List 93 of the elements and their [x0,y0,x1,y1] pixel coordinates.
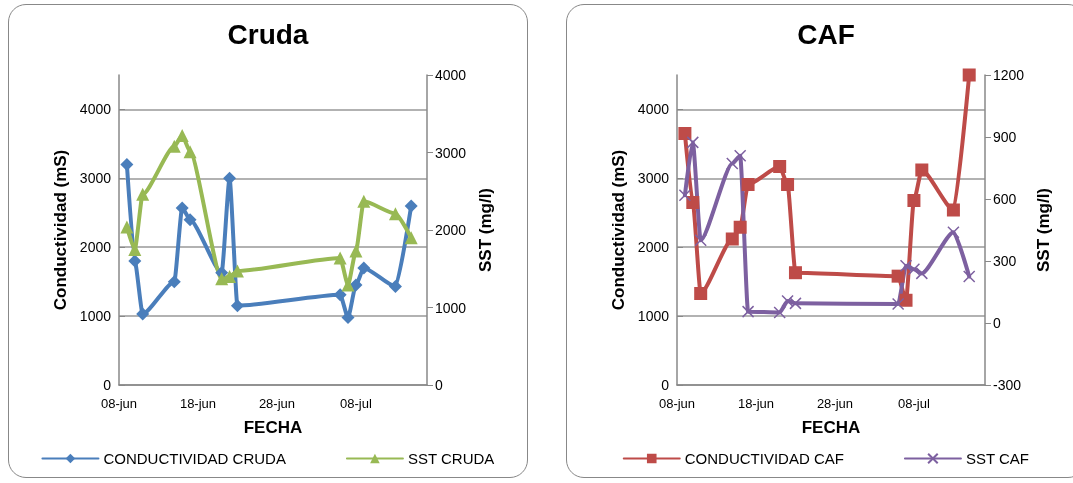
y2-axis-title: SST (mg/l) [476,187,496,273]
x-tick-label: 18-jun [737,396,775,411]
point [962,68,976,82]
point [183,213,197,227]
y-tick-label: 0 [103,377,112,393]
point [128,254,142,268]
point [686,136,700,149]
point [899,259,913,272]
x-tick-label: 28-jun [258,396,296,411]
point [388,207,402,221]
x-tick-label: 08-jun [100,396,138,411]
point [167,275,181,289]
point [175,128,189,142]
y2-tick-label: 600 [993,191,1017,207]
legend-label: SST CAF [965,450,1029,467]
point [907,193,921,207]
y2-tick-label: -300 [993,377,1022,393]
y-axis-title: Conductividad (mS) [50,149,70,311]
point [915,163,929,177]
y2-axis-title: SST (mg/l) [1034,187,1054,273]
point [947,226,960,239]
y-tick-label: 3000 [637,170,670,187]
y-tick-label: 0 [661,377,670,393]
legend-label: CONDUCTIVIDAD CRUDA [103,450,286,467]
point [120,158,134,172]
point [388,279,402,293]
y2-tick-label: 2000 [435,222,467,238]
point [357,194,371,208]
point [333,251,347,265]
point [891,269,905,283]
point [183,145,197,159]
y-tick-label: 2000 [637,239,670,256]
point [781,178,795,192]
point [962,270,976,283]
point [678,189,692,202]
x-tick-label: 28-jun [816,396,854,411]
y2-tick-label: 0 [993,315,1001,331]
x-axis-title: FECHA [243,418,303,437]
point [341,310,355,324]
y2-tick-label: 1200 [993,67,1025,83]
y2-tick-label: 4000 [435,67,467,83]
point [120,220,134,234]
point [175,201,189,215]
point [404,199,418,213]
point [907,263,921,276]
point [136,307,150,321]
y-tick-label: 1000 [637,308,670,325]
point [136,187,150,201]
y2-tick-label: 300 [993,253,1017,269]
chart-title: Cruda [227,18,309,50]
point [741,305,755,318]
x-tick-label: 08-jul [340,396,372,411]
point [899,293,913,307]
y-tick-label: 2000 [79,239,112,256]
y-axis-title: Conductividad (mS) [608,149,628,311]
y2-tick-label: 1000 [435,299,467,316]
point [694,286,708,300]
x-tick-label: 18-jun [179,396,217,411]
point [223,171,237,185]
y-tick-label: 1000 [79,308,112,325]
point [223,270,237,283]
point [773,306,786,319]
point [946,203,960,217]
point [349,244,363,258]
point [788,266,802,280]
y-tick-label: 4000 [637,101,670,118]
point [404,231,418,245]
legend-label: CONDUCTIVIDAD CAF [684,450,844,467]
x-tick-label: 08-jun [658,396,696,411]
x-tick-label: 08-jul [898,396,930,411]
point [789,297,802,310]
point [357,261,371,275]
legend-label: SST CRUDA [407,450,495,467]
chart-title: CAF [797,18,855,50]
y-tick-label: 4000 [79,101,112,118]
y2-tick-label: 900 [993,129,1017,145]
point [741,178,755,192]
x-axis-title: FECHA [801,418,861,437]
y2-tick-label: 0 [435,377,443,393]
point [333,288,347,302]
point [230,299,244,313]
point [915,267,929,280]
point [733,149,747,163]
point [694,234,707,247]
point [891,297,905,311]
y2-tick-label: 3000 [435,144,467,161]
point [781,294,794,308]
point [686,195,700,209]
point [733,220,747,234]
point [773,160,787,174]
point [678,127,692,141]
y-tick-label: 3000 [79,170,112,187]
point [725,232,739,246]
